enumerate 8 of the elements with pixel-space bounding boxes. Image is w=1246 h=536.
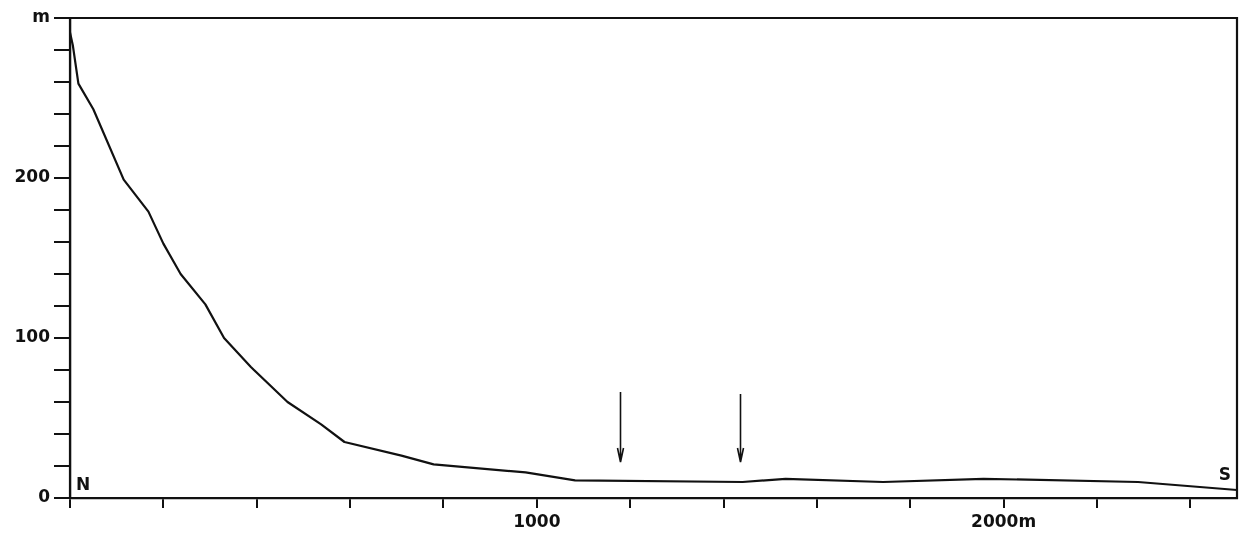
x-tick-label: 1000	[513, 510, 561, 531]
y-tick-label: 200	[14, 166, 51, 187]
annotation: N	[76, 473, 91, 494]
y-tick-label: 0	[38, 486, 51, 507]
y-tick-label: m	[32, 6, 50, 27]
x-tick-label: 2000m	[971, 510, 1037, 531]
annotation: S	[1218, 463, 1231, 484]
y-tick-label: 100	[14, 326, 51, 347]
